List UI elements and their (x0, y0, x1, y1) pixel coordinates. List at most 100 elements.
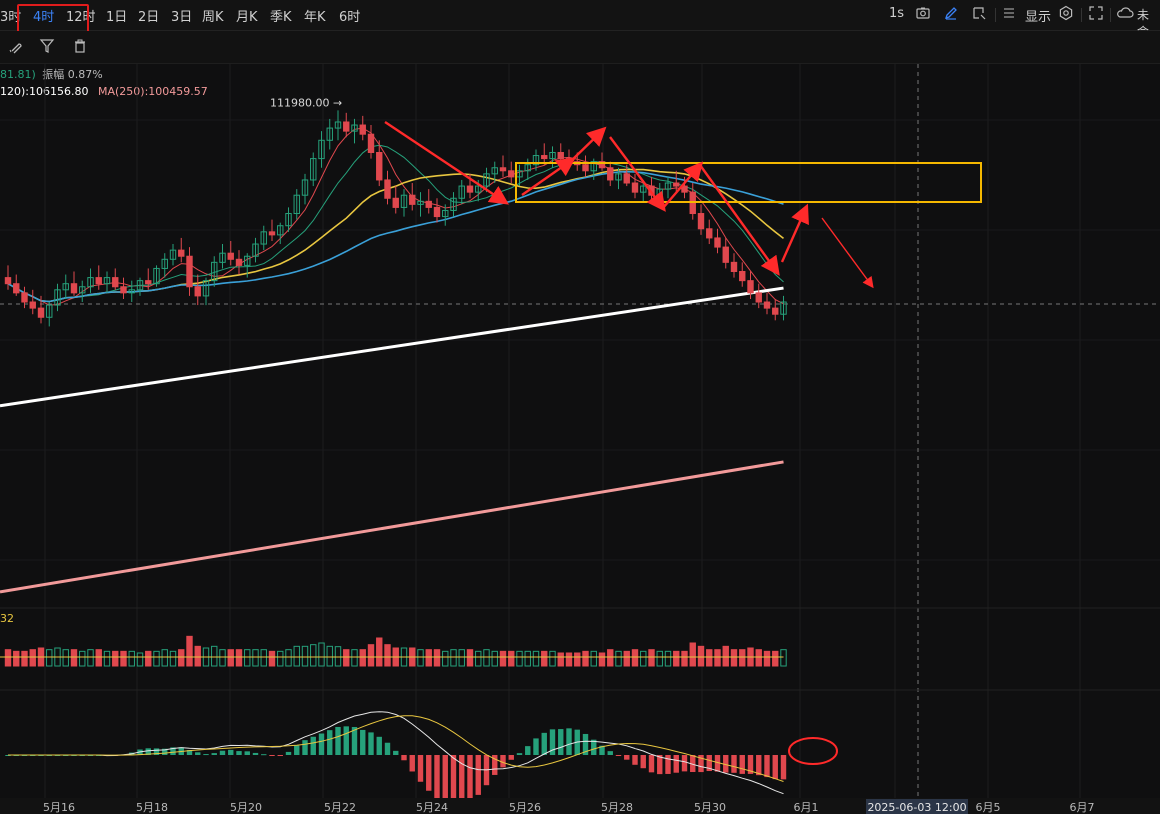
macd-hist-30 (252, 752, 259, 755)
volume-bar-80 (664, 650, 672, 667)
candle-body-90 (747, 280, 754, 294)
candle-body-11 (95, 277, 102, 285)
volume-bar-93 (772, 650, 779, 667)
annotation-arrow-5 (699, 164, 780, 276)
volume-bar-10 (87, 649, 94, 667)
volume-bar-41 (343, 649, 350, 667)
volume-bar-52 (433, 649, 441, 667)
timeframe-0[interactable]: 3时 (0, 10, 22, 25)
candle-body-28 (235, 258, 243, 266)
candle-body-14 (120, 286, 127, 294)
macd-hist-90 (747, 755, 754, 774)
candle-body-60 (499, 167, 507, 172)
x-tick-1: 5月18 (136, 801, 168, 814)
list-icon[interactable] (1001, 5, 1017, 25)
candle-body-93 (772, 307, 779, 315)
candle-body-68 (565, 158, 573, 163)
timeframe-8[interactable]: 季K (270, 10, 292, 25)
macd-hist-25 (211, 753, 217, 755)
volume-bar-94 (780, 649, 787, 667)
volume-bar-56 (466, 649, 474, 667)
cloud-icon[interactable] (1116, 5, 1134, 25)
filter-icon[interactable] (39, 38, 55, 58)
macd-hist-28 (236, 751, 242, 755)
timeframe-3[interactable]: 1日 (106, 10, 128, 25)
rect-select-icon[interactable] (971, 5, 987, 25)
candle-body-30 (252, 243, 259, 257)
candle-body-72 (598, 161, 606, 169)
volume-bar-43 (359, 649, 366, 667)
x-tick-0: 5月16 (43, 801, 75, 814)
timeframe-1[interactable]: 4时 (33, 10, 55, 25)
timeframe-5[interactable]: 3日 (171, 10, 193, 25)
macd-hist-59 (492, 755, 498, 775)
candle-body-80 (664, 182, 672, 190)
volume-bar-91 (755, 649, 762, 667)
macd-hist-33 (277, 755, 283, 756)
macd-hist-5 (46, 755, 52, 756)
volume-bar-85 (706, 649, 713, 667)
macd-hist-73 (607, 751, 613, 755)
volume-bar-1 (13, 650, 20, 667)
candle-body-70 (582, 164, 589, 172)
candle-body-3 (29, 301, 36, 309)
volume-bar-89 (739, 649, 746, 667)
macd-hist-16 (137, 749, 143, 755)
gear-icon[interactable] (1058, 5, 1074, 25)
timeframe-9[interactable]: 年K (304, 10, 326, 25)
macd-hist-79 (657, 755, 663, 775)
candle-body-64 (532, 155, 540, 166)
pencil-icon[interactable] (943, 5, 959, 25)
macd-hist-10 (87, 755, 94, 756)
magnet-icon[interactable] (8, 39, 24, 59)
macd-hist-76 (632, 755, 638, 765)
volume-bar-64 (532, 650, 540, 667)
volume-indicator-label: 32 (0, 612, 14, 625)
macd-hist-60 (500, 755, 506, 768)
volume-bar-2 (21, 650, 28, 667)
candle-body-12 (103, 277, 111, 285)
candle-body-57 (475, 185, 482, 193)
candle-body-83 (689, 191, 696, 215)
ma250-line (0, 460, 784, 594)
camera-icon[interactable] (915, 5, 931, 25)
amplitude-label: 振幅 0.87% (42, 68, 103, 81)
volume-bar-31 (260, 649, 267, 667)
trash-icon[interactable] (72, 38, 88, 58)
macd-hist-69 (574, 729, 580, 755)
fullscreen-icon[interactable] (1088, 5, 1104, 25)
timeframe-6[interactable]: 周K (202, 10, 224, 25)
display-button[interactable]: 显示 (1025, 10, 1052, 25)
volume-bar-74 (615, 650, 622, 667)
volume-bar-70 (582, 650, 589, 667)
volume-bar-71 (590, 650, 597, 667)
macd-hist-31 (261, 754, 267, 756)
volume-bar-25 (211, 645, 218, 667)
volume-bar-3 (29, 649, 36, 667)
timeframe-4[interactable]: 2日 (138, 10, 160, 25)
candle-body-62 (516, 170, 523, 178)
macd-hist-47 (393, 750, 399, 755)
macd-hist-58 (483, 755, 490, 786)
candle-body-22 (186, 255, 193, 288)
volume-bar-58 (483, 649, 490, 667)
candle-body-63 (524, 164, 531, 172)
volume-bar-16 (136, 652, 144, 667)
candle-body-84 (697, 213, 705, 230)
candle-body-78 (648, 185, 655, 196)
crosshair-date-label: 2025-06-03 12:00 (867, 801, 966, 814)
crosshair-date-bg (866, 799, 968, 814)
volume-bar-55 (458, 649, 465, 667)
macd-hist-62 (516, 753, 523, 755)
interval-button[interactable]: 1s (889, 6, 905, 21)
macd-hist-46 (384, 742, 391, 755)
candle-body-94 (780, 301, 787, 315)
candle-body-27 (227, 252, 234, 260)
drawing-tool-row (0, 31, 1160, 64)
macd-hist-64 (533, 738, 539, 755)
annotation-arrow-1 (521, 157, 576, 196)
macd-hist-24 (203, 754, 209, 756)
timeframe-10[interactable]: 6时 (339, 10, 361, 25)
timeframe-7[interactable]: 月K (236, 10, 258, 25)
